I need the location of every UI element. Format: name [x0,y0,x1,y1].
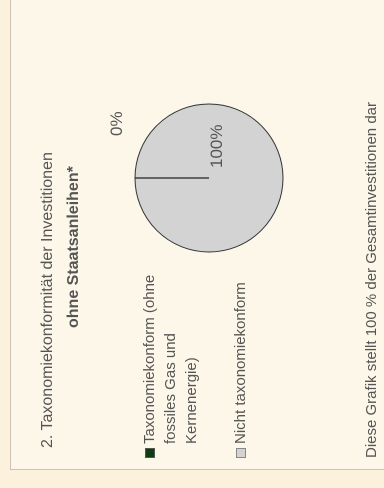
chart-panel: 2. Taxonomiekonformität der Investitione… [10,0,384,470]
slice-value-label-nicht-taxonomiekonform: 100% [207,124,226,168]
legend-swatch-taxonomiekonform [145,448,155,458]
pie-chart [134,103,284,253]
legend-item-nicht-taxonomiekonform: Nicht taxonomiekonform [230,274,251,458]
chart-footnote: Diese Grafik stellt 100 % der Gesamtinve… [363,102,380,458]
chart-subtitle: ohne Staatsanleihen* [65,166,82,328]
legend-label-taxonomiekonform: Taxonomiekonform (ohne fossiles Gas und … [141,274,200,444]
slice-value-label-taxonomiekonform: 0% [107,111,126,136]
legend-label-nicht-taxonomiekonform: Nicht taxonomiekonform [232,282,249,444]
legend-swatch-nicht-taxonomiekonform [236,448,246,458]
legend-item-taxonomiekonform: Taxonomiekonform (ohne fossiles Gas und … [139,274,202,458]
rotated-chart-canvas: 2. Taxonomiekonformität der Investitione… [11,0,384,488]
chart-title: 2. Taxonomiekonformität der Investitione… [39,152,56,448]
legend: Taxonomiekonform (ohne fossiles Gas und … [139,274,251,458]
